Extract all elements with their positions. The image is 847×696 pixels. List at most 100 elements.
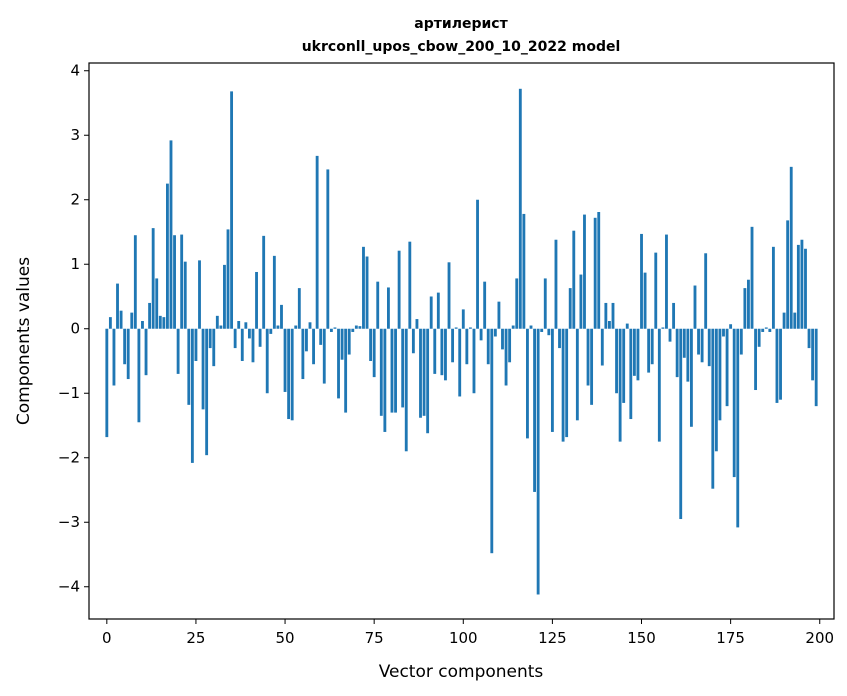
bar-172 xyxy=(718,328,722,421)
bar-114 xyxy=(511,325,515,329)
bar-187 xyxy=(771,246,775,329)
bar-42 xyxy=(255,271,258,329)
bar-93 xyxy=(436,292,440,329)
bar-72 xyxy=(362,246,365,329)
bar-13 xyxy=(151,228,155,329)
bar-45 xyxy=(265,328,269,394)
bar-70 xyxy=(354,325,358,329)
bar-34 xyxy=(226,229,230,329)
bar-38 xyxy=(240,328,244,361)
bar-113 xyxy=(508,328,512,363)
bar-159 xyxy=(672,302,676,329)
bar-17 xyxy=(166,183,169,329)
bar-105 xyxy=(479,328,483,341)
bar-68 xyxy=(347,328,351,355)
bar-44 xyxy=(262,235,266,329)
bar-144 xyxy=(618,328,622,442)
bar-8 xyxy=(133,235,137,329)
bar-111 xyxy=(501,328,504,350)
bar-23 xyxy=(187,328,191,405)
bar-83 xyxy=(401,328,405,408)
bar-179 xyxy=(743,288,747,329)
bar-85 xyxy=(408,241,412,329)
bar-148 xyxy=(632,328,636,376)
bar-165 xyxy=(693,285,697,329)
bar-193 xyxy=(793,312,797,329)
bar-57 xyxy=(308,322,312,329)
bar-173 xyxy=(722,328,725,337)
bar-97 xyxy=(451,328,455,363)
x-axis-label: Vector components xyxy=(379,662,544,682)
bar-103 xyxy=(472,328,476,394)
bar-157 xyxy=(665,234,668,329)
x-tick-label-25: 25 xyxy=(186,629,205,647)
bar-190 xyxy=(782,312,786,329)
bar-195 xyxy=(800,239,804,329)
bar-182 xyxy=(754,328,757,391)
bar-121 xyxy=(536,328,540,595)
bar-11 xyxy=(144,328,148,376)
bar-86 xyxy=(411,328,415,354)
bar-54 xyxy=(297,288,301,329)
bar-198 xyxy=(811,328,815,381)
bar-180 xyxy=(747,279,750,329)
bar-170 xyxy=(711,328,715,489)
bar-20 xyxy=(176,328,180,374)
bar-104 xyxy=(476,199,479,329)
bar-120 xyxy=(533,328,536,492)
y-tick-label--4: −4 xyxy=(58,578,80,596)
bar-118 xyxy=(526,328,529,439)
bar-191 xyxy=(786,220,790,329)
y-tick-label-3: 3 xyxy=(70,126,80,144)
bar-134 xyxy=(583,214,586,329)
bar-43 xyxy=(258,328,262,347)
bar-88 xyxy=(419,328,422,418)
bar-102 xyxy=(468,327,472,329)
bar-36 xyxy=(233,328,237,349)
bar-100 xyxy=(461,309,465,329)
y-tick-label-1: 1 xyxy=(70,255,80,273)
bar-71 xyxy=(358,326,362,329)
chart-title-line-1: артилерист xyxy=(414,16,508,32)
bar-55 xyxy=(301,328,305,380)
bar-25 xyxy=(194,328,198,361)
bar-119 xyxy=(529,325,533,329)
bar-166 xyxy=(697,328,700,355)
bar-183 xyxy=(757,328,761,347)
bar-181 xyxy=(750,226,754,329)
bar-112 xyxy=(504,328,508,386)
bar-140 xyxy=(604,302,608,329)
x-tick-label-150: 150 xyxy=(627,629,656,647)
bar-39 xyxy=(244,322,248,329)
bar-21 xyxy=(180,234,184,329)
bar-137 xyxy=(593,217,597,329)
bar-199 xyxy=(814,328,818,407)
bar-60 xyxy=(319,328,323,345)
bar-149 xyxy=(636,328,640,381)
bar-124 xyxy=(547,328,551,336)
bar-168 xyxy=(704,253,708,329)
bar-194 xyxy=(796,244,800,329)
bar-37 xyxy=(237,321,241,329)
y-tick-label--3: −3 xyxy=(58,513,80,531)
y-tick-label--2: −2 xyxy=(58,449,80,467)
bar-133 xyxy=(579,274,583,329)
bar-32 xyxy=(219,325,223,329)
bar-163 xyxy=(686,328,690,382)
plot-frame xyxy=(88,62,835,620)
bar-99 xyxy=(458,328,462,397)
bar-62 xyxy=(326,169,330,329)
bar-35 xyxy=(230,91,234,329)
y-tick-label-0: 0 xyxy=(70,320,80,338)
bar-106 xyxy=(483,281,487,329)
bar-19 xyxy=(173,235,176,329)
bar-65 xyxy=(337,328,340,399)
y-axis-label: Components values xyxy=(14,257,34,425)
bar-7 xyxy=(130,312,134,329)
bar-169 xyxy=(707,328,711,367)
bar-92 xyxy=(433,328,437,374)
bar-175 xyxy=(729,324,733,329)
bar-110 xyxy=(497,301,501,329)
bar-95 xyxy=(444,328,447,381)
